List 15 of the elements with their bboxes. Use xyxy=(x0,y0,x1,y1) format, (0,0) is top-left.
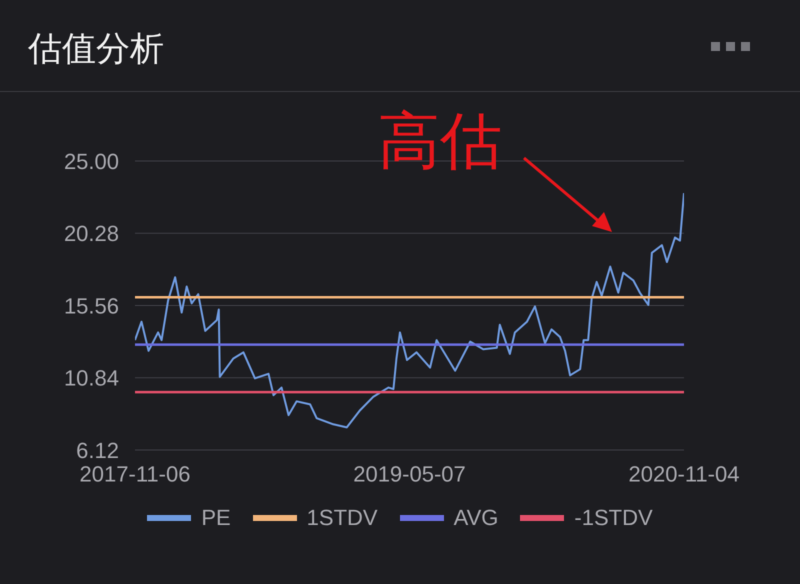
annotation: 高估 xyxy=(378,107,502,176)
y-tick-label: 25.00 xyxy=(64,148,119,174)
chart-title: 估值分析 xyxy=(28,29,164,70)
y-tick-label: 10.84 xyxy=(64,366,119,391)
y-tick-label: 15.56 xyxy=(64,293,119,318)
legend-label: 1STDV xyxy=(306,505,378,531)
x-tick-label: 2017-11-06 xyxy=(80,462,190,487)
legend-label: PE xyxy=(201,505,231,531)
y-tick-label: 6.12 xyxy=(76,438,119,463)
y-tick-label: 20.28 xyxy=(64,221,119,246)
legend-label: AVG xyxy=(454,505,498,531)
x-tick-label: 2019-05-07 xyxy=(353,462,466,487)
line-series xyxy=(135,192,684,428)
x-tick-label: 2020-11-04 xyxy=(628,462,740,487)
legend-label: -1STDV xyxy=(574,505,653,531)
